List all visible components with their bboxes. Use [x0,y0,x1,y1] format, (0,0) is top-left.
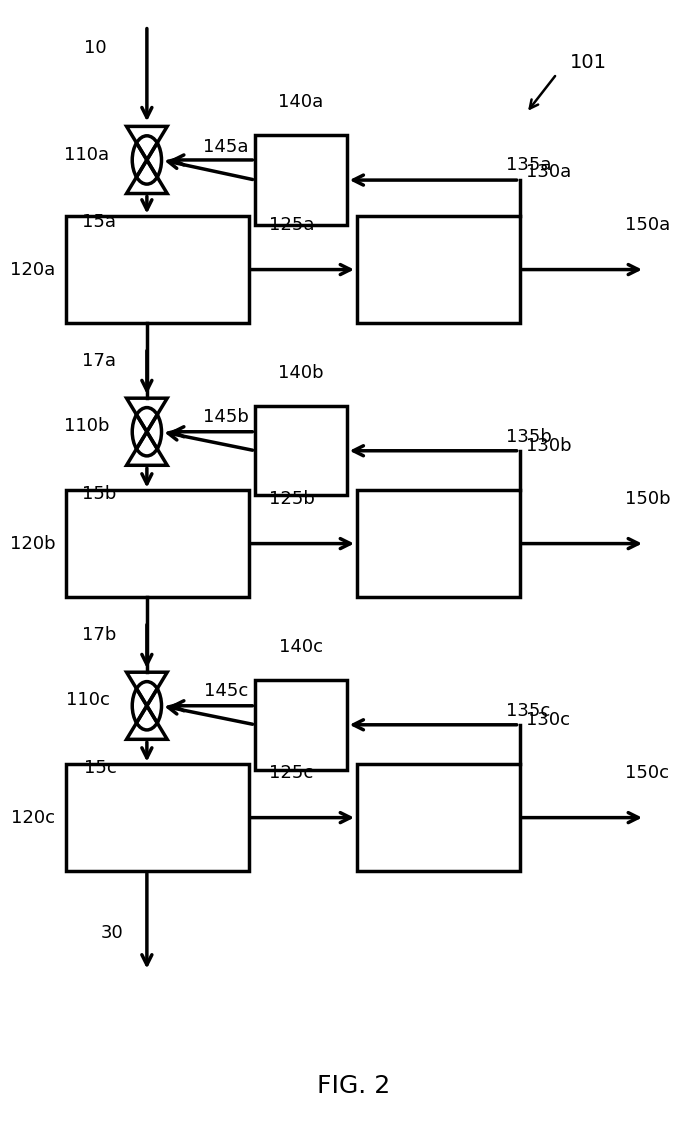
Text: FIG. 2: FIG. 2 [317,1074,389,1099]
Text: 150a: 150a [624,216,669,234]
Bar [255,406,346,495]
Text: 140c: 140c [279,638,323,656]
Text: 120b: 120b [10,535,55,553]
Text: 150c: 150c [624,765,668,782]
Text: 130a: 130a [526,163,571,180]
Text: 135c: 135c [505,702,550,720]
Bar [255,680,346,770]
Text: 110b: 110b [64,417,109,435]
Text: 130b: 130b [526,437,571,455]
Text: 17b: 17b [82,626,116,643]
Text: 140a: 140a [278,93,324,111]
Text: 15a: 15a [82,213,116,231]
Text: 150b: 150b [624,490,669,508]
Text: 101: 101 [570,54,607,73]
Text: 125c: 125c [269,765,313,782]
Bar [255,136,346,225]
Text: 30: 30 [100,924,123,942]
Text: 145a: 145a [203,138,248,156]
Text: 135b: 135b [505,428,552,446]
Text: 130c: 130c [526,711,570,729]
Text: 15b: 15b [82,484,116,502]
Bar [66,765,248,871]
Text: 15c: 15c [84,759,116,777]
Text: 145b: 145b [202,408,248,426]
Text: 10: 10 [84,39,106,57]
Text: 120a: 120a [10,261,55,279]
Text: 17a: 17a [82,352,116,370]
Text: 125a: 125a [269,216,314,234]
Text: 125b: 125b [269,490,315,508]
Bar [357,216,519,323]
Bar [357,491,519,596]
Text: 135a: 135a [505,156,551,174]
Text: 120c: 120c [11,808,55,826]
Bar [66,216,248,323]
Text: 140b: 140b [278,363,324,381]
Text: 110a: 110a [64,146,109,164]
Bar [357,765,519,871]
Text: 145c: 145c [204,683,248,701]
Bar [66,491,248,596]
Text: 110c: 110c [66,692,109,710]
